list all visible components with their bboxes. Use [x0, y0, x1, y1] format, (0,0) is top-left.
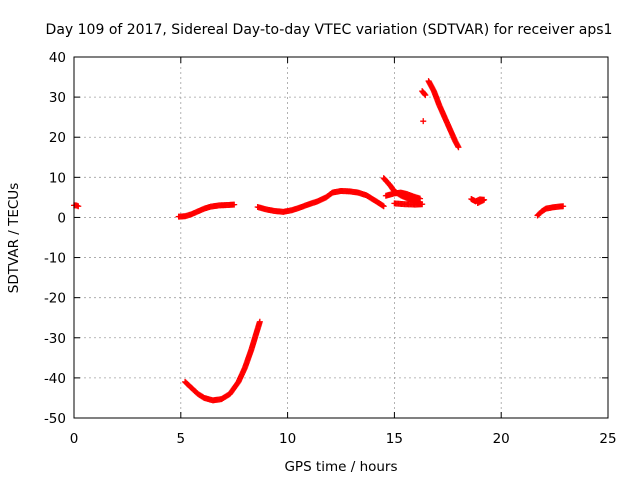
- y-tick-label: 20: [49, 130, 66, 146]
- x-tick-label: 15: [386, 431, 403, 447]
- tick-label-layer: 0 5 10 15 20 25 -50 -40 -30 -20 -10 0 10 20 30 40: [44, 50, 617, 447]
- x-tick-label: 0: [70, 431, 79, 447]
- series-seg-l: [534, 203, 567, 219]
- data-point: [560, 203, 567, 210]
- y-tick-label: 40: [49, 50, 66, 66]
- x-tick-label: 5: [177, 431, 186, 447]
- y-tick-label: -30: [44, 331, 66, 347]
- y-tick-label: 0: [57, 210, 66, 226]
- y-tick-label: -50: [44, 411, 66, 427]
- x-tick-label: 20: [493, 431, 510, 447]
- series-seg-d: [254, 187, 387, 215]
- chart-title: Day 109 of 2017, Sidereal Day-to-day VTE…: [46, 22, 613, 38]
- y-tick-label: -10: [44, 251, 66, 267]
- series-seg-a: [71, 202, 82, 210]
- series-seg-h: [419, 88, 429, 99]
- y-tick-label: 30: [49, 90, 66, 106]
- y-tick-label: -40: [44, 371, 66, 387]
- data-point: [420, 118, 427, 125]
- series-seg-c: [182, 318, 263, 404]
- data-point: [455, 144, 462, 151]
- series-seg-f: [382, 189, 424, 202]
- y-tick-label: -20: [44, 291, 66, 307]
- y-axis-label: SDTVAR / TECUs: [6, 183, 22, 293]
- series-seg-j: [425, 78, 462, 151]
- data-point: [75, 203, 82, 210]
- x-axis-label: GPS time / hours: [284, 459, 397, 475]
- grid-layer: [74, 57, 608, 418]
- data-point: [231, 201, 238, 208]
- x-tick-label: 25: [599, 431, 616, 447]
- data-point: [419, 201, 426, 208]
- data-point: [380, 203, 387, 210]
- data-point: [417, 195, 424, 202]
- series-seg-b: [175, 201, 238, 220]
- data-point: [474, 200, 481, 207]
- data-point: [422, 92, 429, 99]
- y-tick-label: 10: [49, 170, 66, 186]
- tick-layer: [73, 56, 609, 419]
- series-seg-i: [420, 118, 427, 125]
- plot-frame: [73, 56, 609, 419]
- x-tick-label: 10: [279, 431, 296, 447]
- point-layer: [71, 78, 567, 404]
- data-point: [256, 318, 263, 325]
- series-seg-k: [468, 195, 488, 207]
- series-seg-g: [391, 200, 426, 208]
